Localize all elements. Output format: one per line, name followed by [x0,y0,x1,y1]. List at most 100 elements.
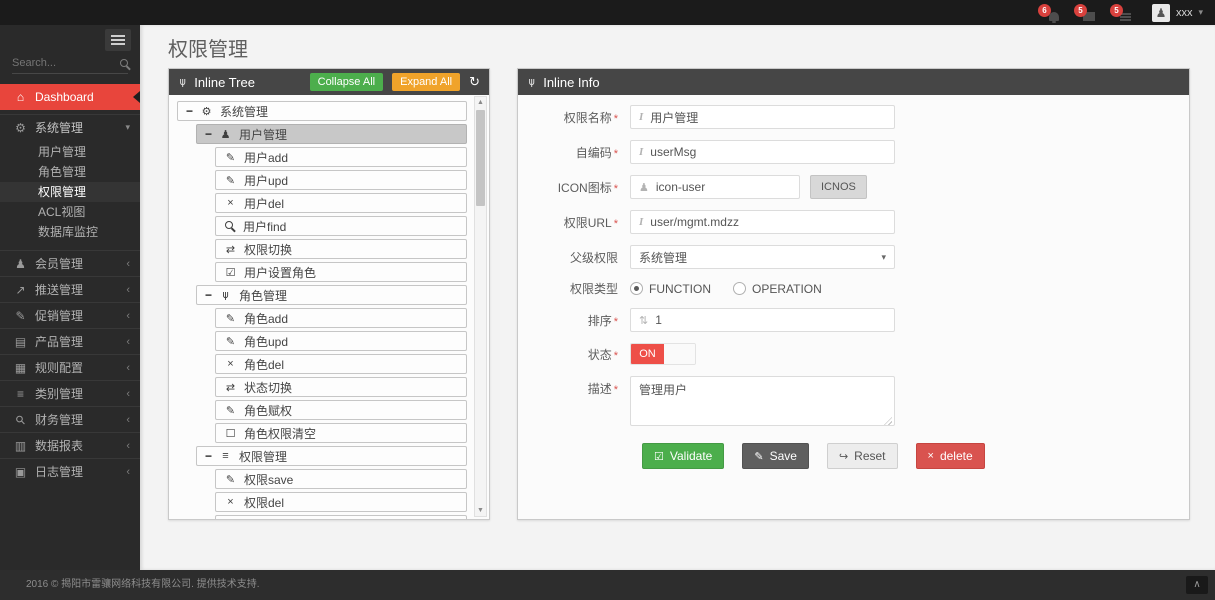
save-button[interactable]: ✎ Save [742,443,809,469]
tree-node[interactable]: ✎ 用户upd [215,170,467,190]
search-input[interactable] [12,57,116,69]
chevron-left-icon: ‹ [126,309,130,322]
tree-node[interactable]: ✎ 提交校验 [215,515,467,519]
chevron-down-icon: ▾ [125,122,130,132]
calendar-icon: ▣ [14,464,27,479]
x-icon: × [227,496,234,508]
sidebar-item[interactable]: ▥ 数据报表 ‹ [0,432,140,458]
tree-node-label: 用户upd [244,173,289,188]
collapse-toggle[interactable]: − [186,104,194,118]
sidebar-item-system[interactable]: ⚙ 系统管理 ▾ [0,114,140,140]
tree-node[interactable]: ⇄ 状态切换 [215,377,467,397]
collapse-toggle[interactable]: − [205,127,213,141]
tree-node[interactable]: 用户find [215,216,467,236]
name-input-box: I [630,105,895,129]
info-panel-header: ⋔ Inline Info [518,69,1189,95]
sidebar-item[interactable]: ↗ 推送管理 ‹ [0,276,140,302]
sidebar-item[interactable]: ≡ 类别管理 ‹ [0,380,140,406]
icon-input[interactable] [655,180,791,194]
tree-node[interactable]: − ♟ 用户管理 [196,124,467,144]
tree-node[interactable]: × 权限del [215,492,467,512]
sidebar-subitem[interactable]: 权限管理 [0,182,140,202]
url-input[interactable] [650,215,886,229]
x-icon: × [927,450,934,462]
chevron-left-icon: ‹ [126,361,130,374]
reset-button[interactable]: ↪ Reset [826,443,898,469]
tree-node[interactable]: ✎ 角色赋权 [215,400,467,420]
sidebar-item[interactable]: ▦ 规则配置 ‹ [0,354,140,380]
tree-scrollbar[interactable]: ▲ ▼ [474,96,487,517]
sidebar-item-label: 推送管理 [35,283,84,297]
delete-button[interactable]: × delete [915,443,985,469]
field-label: 父级权限 [569,250,618,265]
messages-button[interactable]: 5 [1073,2,1096,24]
tree-node-label: 权限del [244,495,285,510]
tree-node[interactable]: × 用户del [215,193,467,213]
order-input-box: ⇅ [630,308,895,332]
order-input[interactable] [655,313,886,327]
sidebar-item[interactable]: ▤ 产品管理 ‹ [0,328,140,354]
scroll-up-arrow[interactable]: ▲ [477,99,484,106]
tree-node[interactable]: ☐ 角色权限清空 [215,423,467,443]
parent-permission-select[interactable]: 系统管理 ▾ [630,245,895,269]
topbar: 6 5 5 ♟ xxx ▾ [0,0,1215,25]
tree-node[interactable]: ✎ 权限save [215,469,467,489]
chevron-left-icon: ‹ [126,335,130,348]
search-icon[interactable] [120,59,128,67]
sidebar-item-label: 促销管理 [35,309,84,323]
permission-name-input[interactable] [650,110,886,124]
notifications-button[interactable]: 6 [1037,2,1060,24]
form-row-parent: 父级权限 系统管理 ▾ [518,245,1189,269]
field-label: 排序 [518,312,630,329]
sidebar-item[interactable]: ♟ 会员管理 ‹ [0,250,140,276]
tree-node[interactable]: × 角色del [215,354,467,374]
tree-node[interactable]: − ⚙ 系统管理 [177,101,467,121]
sidebar-item[interactable]: ⚲ 财务管理 ‹ [0,406,140,432]
back-to-top-button[interactable]: ∧ [1186,576,1208,594]
inline-info-panel: ⋔ Inline Info 权限名称 I 自编码 I ICON图标 [517,68,1190,520]
tasks-button[interactable]: 5 [1109,2,1132,24]
scroll-down-arrow[interactable]: ▼ [477,507,484,514]
tree-node[interactable]: ✎ 用户add [215,147,467,167]
expand-all-button[interactable]: Expand All [392,73,461,91]
sidebar-subitem[interactable]: 用户管理 [38,145,87,159]
chart-icon: ▥ [14,438,27,453]
description-textarea[interactable]: 管理用户 [630,376,895,426]
collapse-all-button[interactable]: Collapse All [309,73,384,91]
validate-button[interactable]: ☑ Validate [642,443,725,469]
retweet-icon: ⇄ [225,381,236,394]
tree-node[interactable]: ⇄ 权限切换 [215,239,467,259]
collapse-toggle[interactable]: − [205,288,213,302]
user-menu[interactable]: ♟ xxx ▾ [1151,3,1203,22]
validate-label: Validate [669,449,713,463]
sidebar-subitem[interactable]: ACL视图 [38,205,86,219]
edit-icon: ✎ [225,335,236,348]
user-icon: ♟ [15,256,26,271]
sitemap-icon: ⋔ [220,288,231,301]
tree-node-label: 用户find [243,219,287,234]
icnos-button[interactable]: ICNOS [810,175,867,199]
radio-operation[interactable]: OPERATION [733,282,822,296]
code-input[interactable] [650,145,886,159]
sidebar-item[interactable]: ▣ 日志管理 ‹ [0,458,140,484]
tree-node-label: 用户del [244,196,285,211]
collapse-toggle[interactable]: − [205,449,213,463]
radio-function[interactable]: FUNCTION [630,282,711,296]
scrollbar-thumb[interactable] [476,110,485,206]
tree-node[interactable]: ☑ 用户设置角色 [215,262,467,282]
notification-badge: 5 [1073,3,1087,17]
status-toggle[interactable]: ON [630,343,696,365]
sidebar-subitem[interactable]: 角色管理 [38,165,87,179]
sidebar-toggle-button[interactable] [105,29,131,51]
tree-node[interactable]: − ⋔ 角色管理 [196,285,467,305]
bell-icon [1048,11,1059,23]
sidebar-subitem[interactable]: 数据库监控 [38,225,99,239]
refresh-icon[interactable]: ↻ [469,74,480,89]
tree-node[interactable]: ✎ 角色upd [215,331,467,351]
sidebar-item-dashboard[interactable]: ⌂ Dashboard [0,84,140,110]
sidebar-menu: ♟ 会员管理 ‹ ↗ 推送管理 ‹ ✎ 促销管理 ‹ ▤ 产品管理 ‹ ▦ 规则配置 ‹ ≡ 类别管理 ‹ ⚲ 财务管… [0,250,140,484]
tree-node[interactable]: − ≡ 权限管理 [196,446,467,466]
sidebar-item[interactable]: ✎ 促销管理 ‹ [0,302,140,328]
tree-node[interactable]: ✎ 角色add [215,308,467,328]
gears-icon: ⚙ [15,120,26,135]
